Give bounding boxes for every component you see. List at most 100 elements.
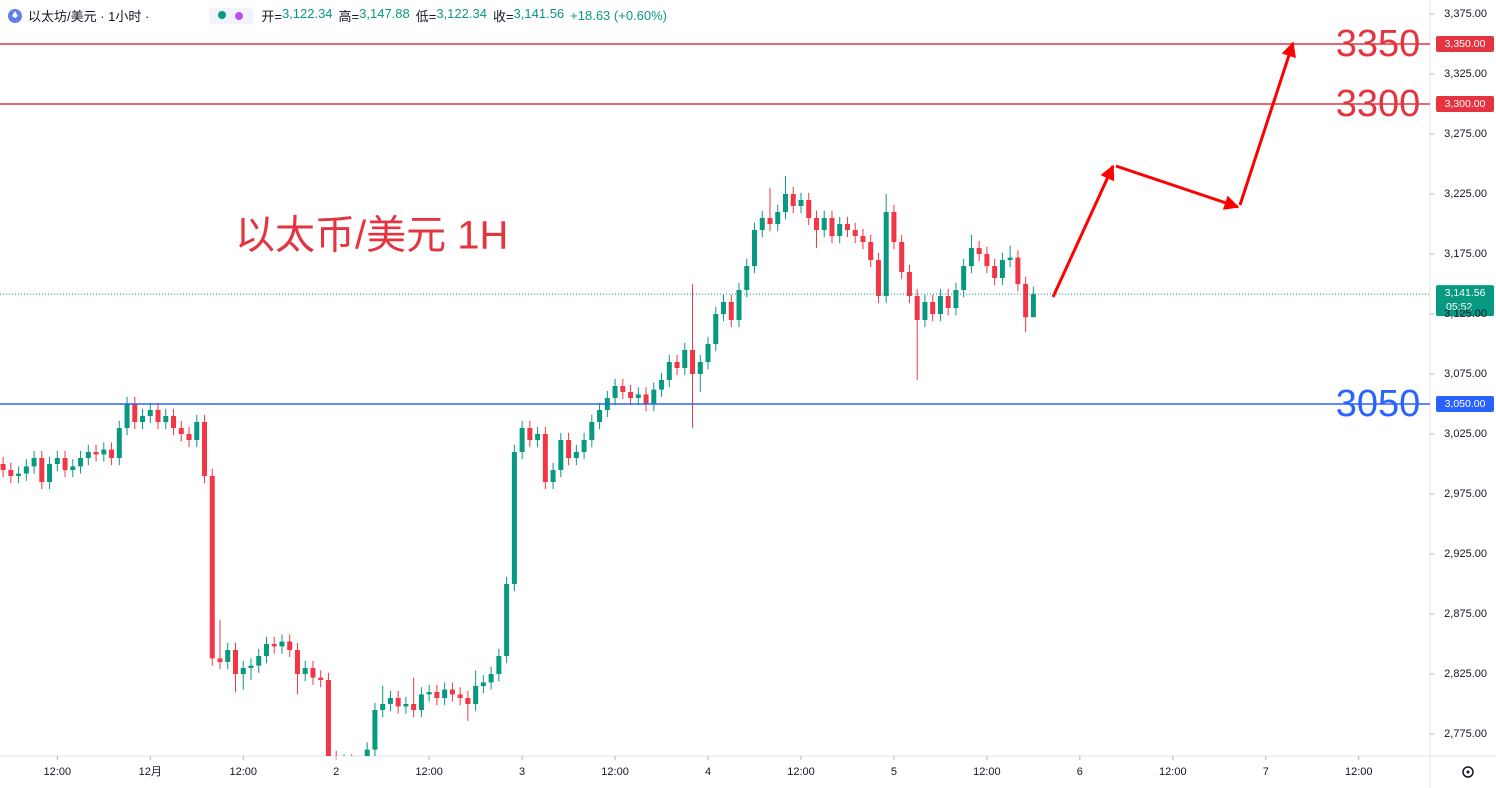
candle-body <box>341 762 346 764</box>
candle-body <box>434 692 440 699</box>
candle-body <box>589 422 595 441</box>
candle-body <box>372 710 378 750</box>
x-tick-label: 12:00 <box>44 766 72 778</box>
ohlc-value: 3,122.34 <box>281 6 333 21</box>
candle-body <box>666 362 672 381</box>
settings-icon[interactable] <box>1462 766 1474 778</box>
candle-body <box>294 650 300 675</box>
level-tag <box>1436 396 1494 413</box>
candle-body <box>47 464 53 483</box>
candle-body <box>883 212 889 297</box>
candle-body <box>581 440 587 453</box>
y-tick-label: 2,925.00 <box>1444 548 1487 560</box>
candle-body <box>8 470 14 477</box>
candle-body <box>217 658 223 663</box>
y-tick-label: 3,025.00 <box>1444 428 1487 440</box>
y-tick-label: 2,875.00 <box>1444 608 1487 620</box>
candle-body <box>426 692 432 695</box>
arrow <box>1051 164 1115 298</box>
candle-body <box>736 290 742 321</box>
candle-body <box>279 641 285 647</box>
y-tick-label: 2,825.00 <box>1444 668 1487 680</box>
symbol: 以太坊/美元 · 1小时 · <box>28 9 150 24</box>
candle-body <box>806 200 812 219</box>
candle-body <box>527 428 533 441</box>
candle-body <box>109 449 115 459</box>
candle-body <box>999 260 1005 279</box>
indicator-pill[interactable] <box>209 7 254 24</box>
candle-body <box>418 694 424 711</box>
level-tag-label: 3,050.00 <box>1445 398 1486 410</box>
level-tag <box>1436 36 1494 53</box>
level-label: 3050 <box>1336 383 1421 425</box>
candle-body <box>968 248 974 267</box>
candle-body <box>674 362 680 369</box>
candle-body <box>511 452 517 585</box>
candle-body <box>790 194 796 207</box>
candle-body <box>93 452 99 455</box>
x-tick-label: 4 <box>705 766 711 778</box>
candle-body <box>380 704 386 711</box>
candle-body <box>140 416 146 423</box>
candle-body <box>1030 294 1036 318</box>
candle-body <box>171 416 177 429</box>
candle-body <box>62 458 68 471</box>
y-tick-label: 3,075.00 <box>1444 368 1487 380</box>
candle-body <box>550 470 556 483</box>
x-tick-label: 12月 <box>139 766 162 778</box>
candle-body <box>1007 257 1013 261</box>
annotation: 以太币/美元 1H <box>235 214 508 258</box>
candle-body <box>775 212 781 225</box>
candle-body <box>651 389 657 405</box>
candle-body <box>387 698 393 705</box>
candle-body <box>690 350 696 375</box>
level-tag <box>1436 96 1494 113</box>
candle-body <box>992 266 998 279</box>
candle-body <box>860 236 866 243</box>
candle-body <box>473 686 479 705</box>
candle-body <box>155 410 161 423</box>
candle-body <box>78 458 84 467</box>
candle-body <box>906 272 912 297</box>
candle-body <box>442 689 448 699</box>
candle-body <box>411 704 417 711</box>
candle-body <box>542 434 548 483</box>
candle-body <box>349 762 354 767</box>
candle-body <box>628 392 634 399</box>
candle-body <box>457 694 463 699</box>
x-tick-label: 2 <box>333 766 339 778</box>
candle-body <box>659 380 665 390</box>
ohlc-label: 低= <box>415 9 437 24</box>
candle-body <box>116 428 122 459</box>
y-tick-label: 3,325.00 <box>1444 68 1487 80</box>
candle-body <box>1023 284 1029 318</box>
candle-body <box>597 410 603 423</box>
ohlc-value: 3,141.56 <box>513 6 565 21</box>
candle-body <box>566 440 572 459</box>
candle-body <box>263 644 269 657</box>
x-tick-label: 12:00 <box>229 766 257 778</box>
candle-body <box>759 218 765 231</box>
candle-body <box>922 302 928 321</box>
candle-body <box>844 224 850 231</box>
candle-body <box>612 386 618 399</box>
y-tick-label: 3,275.00 <box>1444 128 1487 140</box>
candle-body <box>147 410 153 417</box>
x-tick-label: 12:00 <box>973 766 1001 778</box>
candle-body <box>85 452 91 459</box>
y-tick-label: 3,375.00 <box>1444 8 1487 20</box>
header: 以太坊/美元 · 1小时 · 开= 3,122.34 高= 3,147.88 低= 3,1… <box>8 6 673 25</box>
x-tick-label: 12:00 <box>1159 766 1187 778</box>
candle-body <box>248 665 254 669</box>
candle-body <box>194 422 200 441</box>
candle-body <box>852 230 858 237</box>
candle-body <box>937 296 943 315</box>
candle-body <box>752 230 758 267</box>
candle-body <box>868 242 874 261</box>
candle-body <box>930 302 936 315</box>
candle-body <box>70 466 76 471</box>
current-price-label: 3,141.56 <box>1445 287 1486 299</box>
candle-body <box>782 194 788 213</box>
candle-body <box>480 682 486 687</box>
